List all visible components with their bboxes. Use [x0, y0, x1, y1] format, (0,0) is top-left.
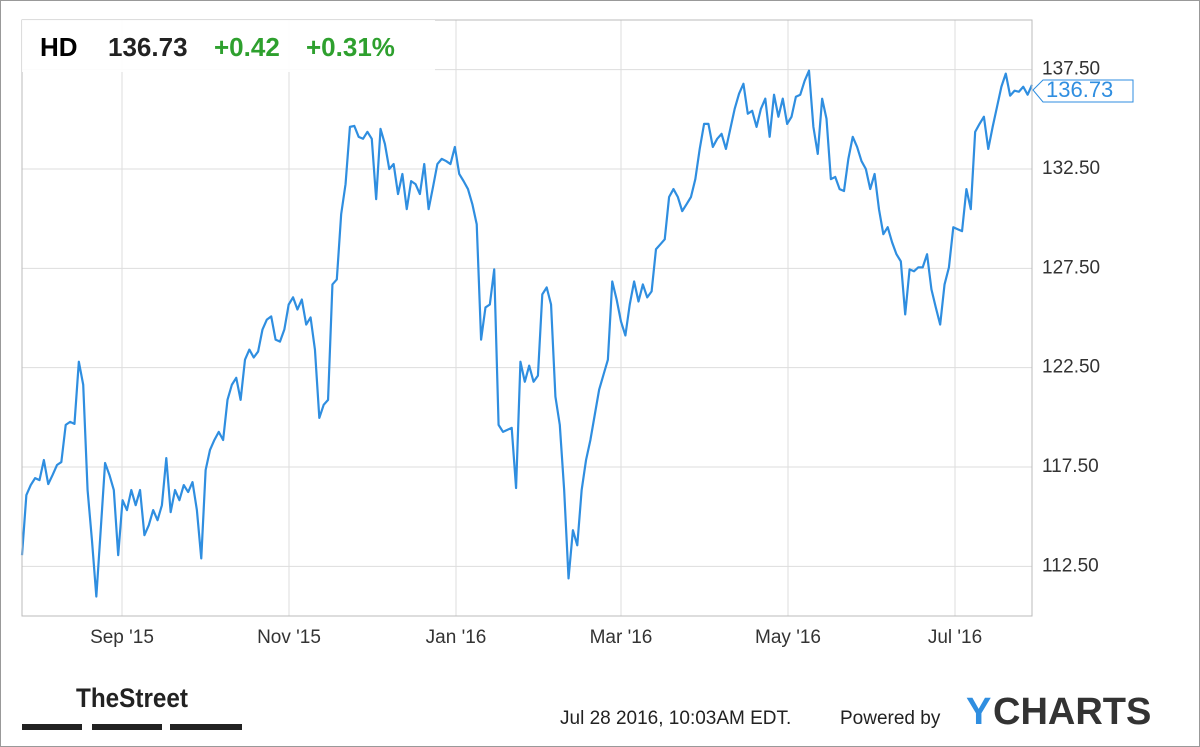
y-tick-label: 127.50 [1042, 257, 1100, 278]
plot-border [21, 19, 1033, 617]
brand-bar [92, 724, 162, 730]
y-tick-label: 122.50 [1042, 357, 1100, 378]
y-tick-label: 117.50 [1042, 456, 1099, 477]
x-tick-label: Sep '15 [90, 627, 154, 648]
x-tick-label: Jul '16 [928, 627, 982, 648]
price-line [20, 69, 1034, 598]
header-box [22, 20, 435, 72]
brand-logo: TheStreet [76, 683, 188, 713]
ticker: HD [40, 32, 78, 62]
x-tick-label: Mar '16 [590, 627, 653, 648]
y-tick-label: 137.50 [1042, 59, 1100, 80]
x-tick-label: Nov '15 [257, 627, 321, 648]
last-price-box [1032, 79, 1134, 103]
logo-rest: CHARTS [993, 691, 1151, 733]
brand-bar [22, 724, 82, 730]
x-tick-label: Jan '16 [426, 627, 487, 648]
change-pct: +0.31% [306, 32, 395, 62]
last-price-label: 136.73 [1046, 77, 1113, 102]
powered-by: Powered by [840, 708, 941, 729]
change: +0.42 [214, 32, 280, 62]
price: 136.73 [108, 32, 188, 62]
y-tick-label: 112.50 [1042, 555, 1099, 576]
x-tick-label: May '16 [755, 627, 821, 648]
timestamp: Jul 28 2016, 10:03AM EDT. [560, 708, 791, 729]
brand-bar [170, 724, 242, 730]
logo-y: Y [966, 691, 991, 733]
y-tick-label: 132.50 [1042, 158, 1100, 179]
plot [20, 69, 1034, 598]
